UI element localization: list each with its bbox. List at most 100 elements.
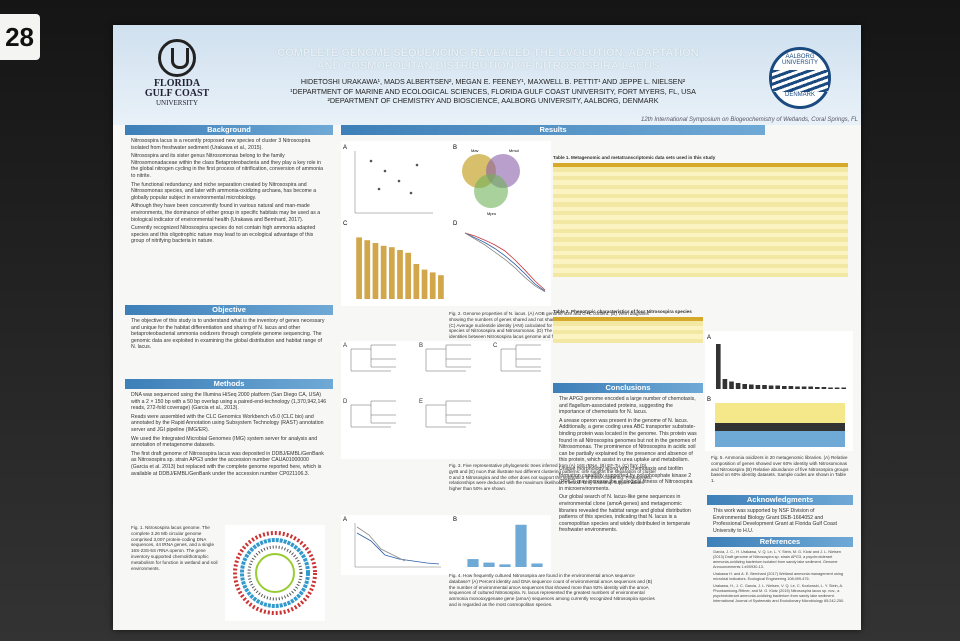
table-cell [663,162,701,168]
fig2d-lines [464,232,546,293]
table-cell [603,325,628,330]
fig1-genome-map [225,525,325,621]
svg-text:B: B [453,517,457,523]
table-cell [626,250,664,255]
authors: HIDETOSHI URAKAWA¹, MADS ALBERTSEN², MEG… [300,77,686,86]
table-cell [626,246,664,251]
table-cell [589,175,627,181]
table-cell [663,219,701,225]
table-cell [663,206,701,212]
chart-bar [388,247,395,299]
chart-bar [814,387,820,389]
chart-bar [380,245,387,299]
table-cell [663,237,701,242]
table-cell [700,250,738,255]
table-cell [578,329,603,335]
table-cell [626,215,664,220]
fig5b-stacked-bars [715,403,845,447]
table-cell [737,255,775,260]
table-cell [626,263,664,269]
wave-icon [772,70,828,92]
methods-item: The first draft genome of Nitrosospira l… [131,450,324,477]
conclusions-section: Conclusions The APG3 genome encoded a la… [553,383,703,536]
conclusions-item: A urease operon was present in the genom… [559,417,697,464]
fig4-panels: A B [341,515,551,575]
table-cell [663,167,701,172]
table-cell [626,171,664,176]
table-cell [811,180,848,185]
table-cell [737,162,775,168]
table-cell [700,241,738,247]
table-cell [700,237,738,242]
table-cell [589,202,627,207]
table-cell [553,321,578,326]
table-cell [811,259,848,264]
table-cell [578,321,603,326]
fig2-panels: A B Mav Mmul Mpro C D [341,141,551,306]
chart-bar [515,524,527,567]
table-cell [737,202,775,207]
background-item: Although they have been concurrently fou… [131,203,321,223]
table-cell [589,184,627,190]
venn-label: Mmul [509,148,519,153]
table1-block: Table 1. Metagenomic and metatranscripto… [553,155,848,277]
venn-label: Mav [471,148,479,153]
affiliation-1: ¹DEPARTMENT OF MARINE AND ECOLOGICAL SCI… [290,86,696,96]
table-cell [603,329,628,335]
owl-icon [158,39,196,77]
table-cell [663,255,701,260]
objective-text: The objective of this study is to unders… [131,318,325,351]
table-cell [653,321,678,326]
acknowledgments-section: Acknowledgments This work was supported … [707,495,853,536]
table-cell [553,338,578,344]
svg-text:A: A [343,517,347,523]
table1-title: Table 1. Metagenomic and metatranscripto… [553,155,716,160]
table-cell [626,211,664,216]
table-cell [774,180,812,185]
logo-text-3: UNIVERSITY [156,99,198,107]
chart-bar [762,385,767,389]
svg-text:E: E [419,399,423,405]
table-cell [553,272,590,277]
table-cell [603,334,628,339]
aalborg-logo-top: AALBORG UNIVERSITY [781,54,818,66]
table-cell [626,228,664,234]
table-cell [653,329,678,335]
table-cell [737,180,775,185]
table-cell [811,175,848,181]
table-cell [774,263,812,269]
table-cell [663,175,701,181]
chart-bar [748,384,754,389]
table-cell [589,215,627,220]
table-cell [774,162,812,168]
table-cell [700,263,738,269]
table-cell [811,167,848,172]
table-cell [626,272,664,277]
table-cell [589,162,627,168]
table-cell [811,184,848,190]
table-cell [589,233,627,238]
table-cell [811,272,848,277]
chart-bar [821,387,827,389]
table-cell [811,246,848,251]
chart-bar [808,386,814,389]
table-cell [737,175,775,181]
table-cell [626,206,664,212]
table-cell [811,162,848,168]
chart-bar [735,383,741,389]
table-cell [811,241,848,247]
table-cell [774,259,812,264]
chart-line [464,232,546,292]
table-cell [700,215,738,220]
fig3-caption: Fig. 3. Five representative phylogenetic… [449,463,657,492]
table-cell [700,211,738,216]
chart-bar [801,386,807,389]
table-cell [811,171,848,176]
reference-item: Urakawa, H., J. C. Garcia, J. L. Nielsen… [713,584,845,603]
table-cell [626,189,664,194]
chart-bar [413,264,420,299]
panel-label-b: B [453,145,457,151]
table-cell [589,171,627,176]
reference-item: Urakawa H. and A. E. Bernhard (2017) Wet… [713,572,843,581]
table2 [553,316,703,344]
